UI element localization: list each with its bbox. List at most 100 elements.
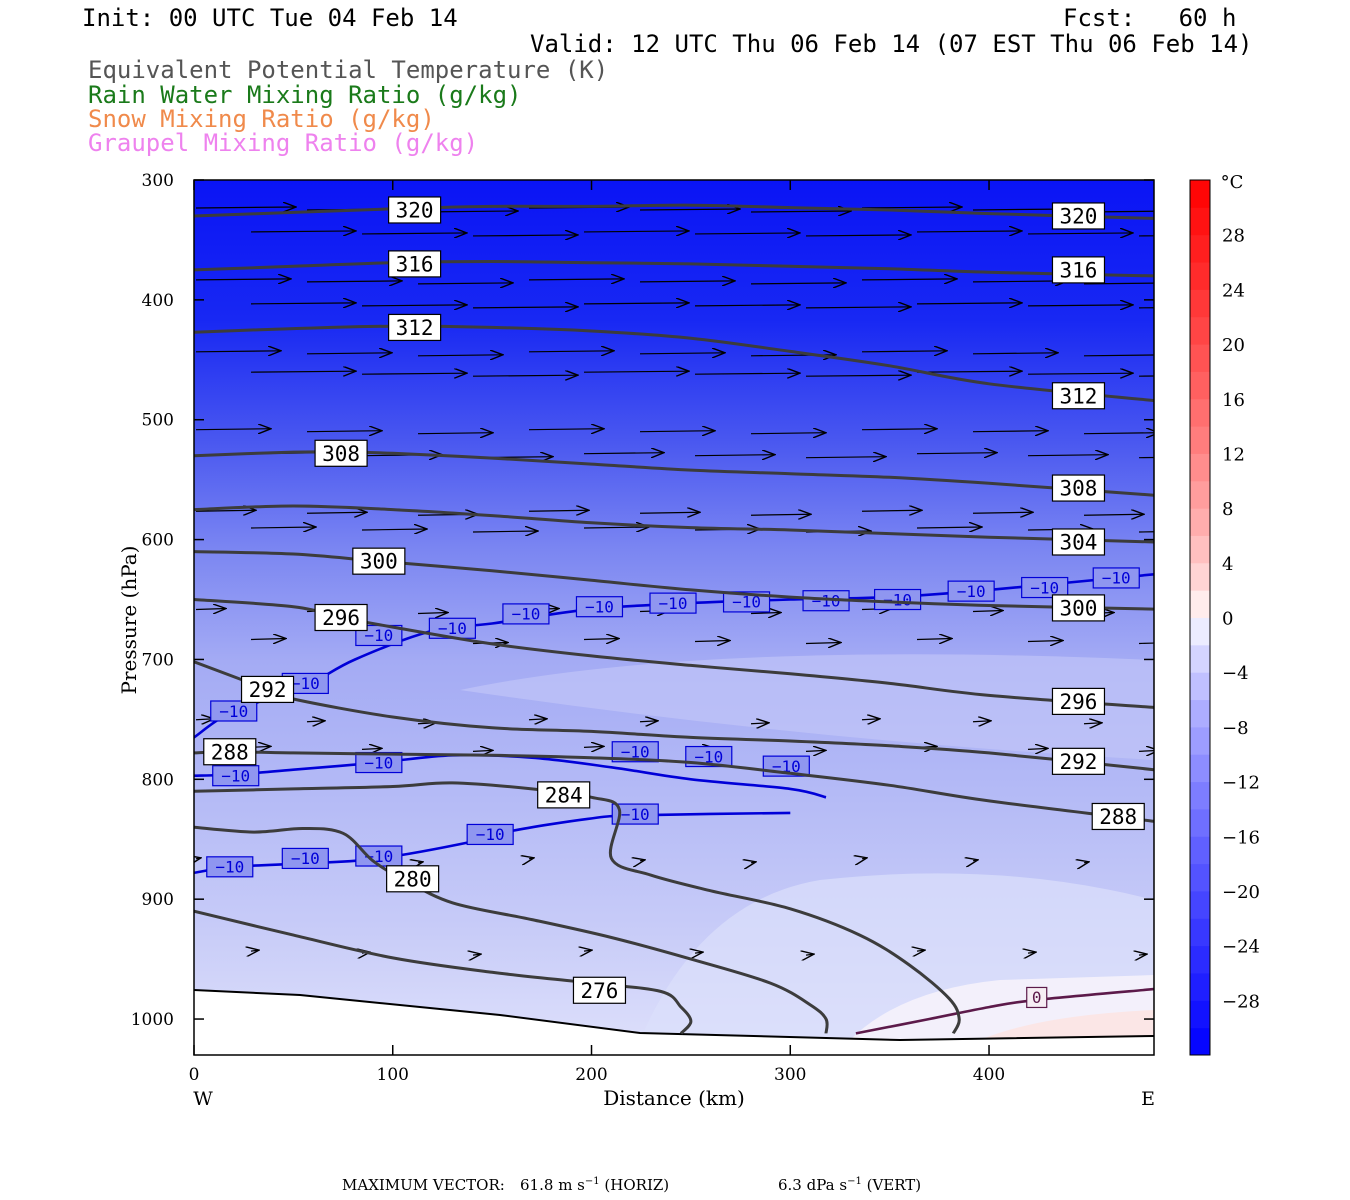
wind-vector bbox=[972, 512, 1033, 513]
isotherm-label-box bbox=[1026, 986, 1048, 1009]
theta-e-label-text: 308 bbox=[1060, 477, 1098, 501]
isotherm-label-text: −10 bbox=[291, 674, 320, 693]
wind-vector bbox=[250, 371, 356, 372]
wind-vector bbox=[195, 351, 281, 352]
isotherm-label: −10 bbox=[206, 856, 254, 878]
wind-vector bbox=[639, 431, 715, 432]
horiz-tag: (HORIZ) bbox=[604, 1176, 670, 1194]
isotherm-label-text: −10 bbox=[585, 597, 614, 616]
theta-e-label-text: 320 bbox=[396, 199, 434, 223]
y-tick-label: 900 bbox=[142, 890, 174, 910]
theta-e-label: 300 bbox=[352, 547, 406, 575]
horiz-value: 61.8 bbox=[520, 1176, 554, 1194]
theta-e-contour bbox=[194, 550, 1154, 611]
theta-e-label: 284 bbox=[537, 781, 591, 809]
theta-e-label-text: 300 bbox=[360, 550, 398, 574]
wind-vector bbox=[805, 457, 886, 458]
theta-e-contour bbox=[194, 259, 1154, 278]
wind-vector bbox=[1138, 531, 1154, 533]
theta-e-label-box bbox=[388, 196, 442, 224]
isotherm-label-box bbox=[466, 823, 514, 846]
isotherm-label-box bbox=[281, 847, 329, 870]
x-axis-label: Distance (km) bbox=[603, 1086, 745, 1110]
theta-e-label-box bbox=[1051, 594, 1106, 622]
wind-vector bbox=[750, 283, 846, 284]
shading-band bbox=[460, 654, 1154, 760]
colorbar-swatch bbox=[1190, 562, 1210, 591]
wind-vector bbox=[472, 531, 538, 532]
isotherm-line bbox=[855, 987, 1154, 1035]
isotherm-label: −10 bbox=[1092, 567, 1140, 589]
wind-vector bbox=[916, 303, 1022, 304]
wind-vector bbox=[196, 858, 201, 859]
wind-vector bbox=[195, 279, 291, 280]
colorbar-tick-label: 0 bbox=[1222, 609, 1233, 630]
wind-vector bbox=[250, 638, 286, 639]
wind-vector bbox=[528, 719, 547, 720]
theta-e-label-text: 288 bbox=[211, 740, 249, 764]
wind-vector bbox=[584, 950, 592, 951]
wind-vector bbox=[361, 373, 467, 374]
theta-e-contour bbox=[194, 203, 1154, 220]
wind-vector bbox=[583, 746, 604, 747]
colorbar-tick-label: 8 bbox=[1222, 499, 1233, 520]
isotherm-label-box bbox=[206, 856, 254, 878]
wind-vector bbox=[695, 952, 703, 953]
isotherm-label: −10 bbox=[281, 847, 329, 870]
theta-e-label-box bbox=[386, 865, 440, 893]
colorbar-swatch bbox=[1190, 699, 1210, 728]
colorbar-swatch bbox=[1190, 617, 1210, 646]
colorbar-swatch bbox=[1190, 1000, 1210, 1029]
theta-e-label: 308 bbox=[1051, 474, 1106, 502]
wind-vector bbox=[251, 950, 259, 951]
wind-vector bbox=[805, 642, 841, 643]
wind-vector bbox=[361, 529, 427, 530]
isotherm-label: −10 bbox=[1021, 576, 1069, 599]
isotherm-label-box bbox=[212, 765, 260, 787]
isotherm-label-text: −10 bbox=[364, 626, 393, 645]
wind-vector bbox=[694, 233, 800, 234]
colorbar-tick-label: −20 bbox=[1222, 882, 1260, 903]
colorbar-swatch bbox=[1190, 480, 1210, 509]
wind-vector bbox=[306, 721, 325, 722]
theta-e-label-text: 316 bbox=[396, 252, 434, 276]
vert-exponent: −1 bbox=[847, 1176, 862, 1187]
isotherm-label-text: −10 bbox=[215, 858, 244, 877]
theta-e-label-text: 292 bbox=[1060, 750, 1098, 774]
isotherm-label-text: −10 bbox=[732, 593, 761, 612]
theta-e-label-box bbox=[240, 675, 295, 704]
colorbar-swatch bbox=[1190, 453, 1210, 482]
y-axis-label: Pressure (hPa) bbox=[117, 546, 141, 695]
theta-e-label-box bbox=[537, 781, 591, 809]
isotherm-label: −10 bbox=[722, 591, 771, 613]
isotherm-label-text: −10 bbox=[621, 805, 650, 824]
wind-vector bbox=[361, 305, 467, 306]
isotherm-label-text: −10 bbox=[883, 590, 912, 609]
theta-e-label-text: 308 bbox=[322, 442, 360, 466]
wind-vector bbox=[916, 527, 982, 528]
isotherm-label-text: −10 bbox=[291, 849, 320, 868]
theta-e-label-text: 312 bbox=[1060, 384, 1098, 408]
wind-vector bbox=[916, 453, 997, 454]
y-tick-label: 700 bbox=[142, 650, 174, 670]
isotherm-label-text: −10 bbox=[364, 753, 393, 772]
colorbar-swatch bbox=[1190, 836, 1210, 865]
wind-vector bbox=[694, 455, 775, 456]
wind-vector bbox=[250, 527, 316, 528]
theta-e-label-box bbox=[1051, 528, 1106, 556]
wind-vector bbox=[805, 750, 826, 751]
isotherm-label: −10 bbox=[428, 617, 476, 639]
wind-vector bbox=[472, 375, 578, 376]
max-vector-horiz: 61.8 m s−1 (HORIZ) bbox=[520, 1176, 669, 1194]
wind-vector bbox=[750, 433, 826, 434]
wind-vector bbox=[361, 233, 467, 234]
theta-e-label: 300 bbox=[1051, 594, 1106, 622]
colorbar-tick-label: −16 bbox=[1222, 827, 1260, 848]
max-vector-label: MAXIMUM VECTOR: bbox=[342, 1176, 505, 1194]
wind-vector bbox=[861, 279, 957, 280]
colorbar-tick-label: −24 bbox=[1222, 937, 1260, 958]
isotherm-label: −10 bbox=[947, 580, 995, 602]
wind-vector bbox=[972, 611, 1003, 612]
colorbar-swatch bbox=[1190, 207, 1210, 236]
theta-e-label-text: 292 bbox=[249, 678, 287, 702]
